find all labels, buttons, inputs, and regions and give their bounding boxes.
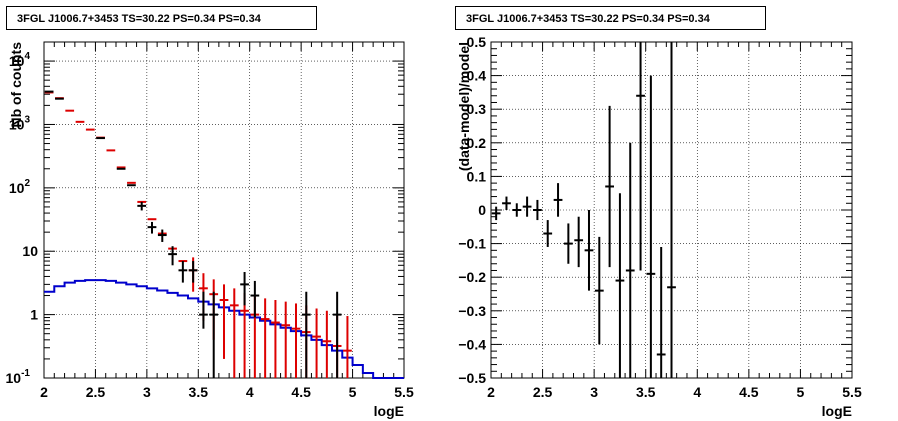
x-tick-label: 2 [40,384,48,400]
chart-title-counts: 3FGL J1006.7+3453 TS=30.22 PS=0.34 PS=0.… [6,6,317,30]
y-tick-label: 10 [22,243,38,259]
y-tick-label: 0.4 [467,68,487,84]
x-tick-label: 5 [797,384,805,400]
y-tick-label: −0.2 [458,269,486,285]
y-axis-title: (data-model)/model [456,42,472,171]
y-tick-label: 0.2 [467,135,487,151]
counts-histogram-chart: 2 2.5 3 3.5 4 4.5 5 5.5 10-1 1 10 102 103 104 logE Nb o… [6,41,414,419]
y-tick-label: 103 [9,114,31,132]
right-panel-residuals: 3FGL J1006.7+3453 TS=30.22 PS=0.34 PS=0.… [449,0,898,421]
left-panel-counts: 3FGL J1006.7+3453 TS=30.22 PS=0.34 PS=0.… [6,6,414,419]
y-tick-label: 0 [478,202,486,218]
x-tick-label: 3 [143,384,151,400]
y-tick-label: −0.5 [458,370,486,386]
x-tick-label: 2 [487,384,495,400]
x-tick-label: 4 [246,384,254,400]
y-tick-label: 0.3 [467,101,487,117]
x-tick-label: 3.5 [189,384,209,400]
plot-frame [43,41,405,379]
x-tick-label: 5 [349,384,357,400]
x-axis-title: logE [374,403,404,419]
x-tick-label: 4 [693,384,701,400]
x-tick-label: 5.5 [394,384,414,400]
y-tick-label: −0.1 [458,236,486,252]
x-tick-label: 5.5 [842,384,862,400]
y-tick-label: 104 [9,51,31,69]
y-tick-label: 1 [30,307,38,323]
x-tick-label: 2.5 [533,384,553,400]
x-tick-label: 4.5 [739,384,759,400]
y-tick-label: −0.4 [458,336,486,352]
y-tick-label: 0.5 [467,34,487,50]
chart-title-residuals: 3FGL J1006.7+3453 TS=30.22 PS=0.34 PS=0.… [455,6,766,30]
y-tick-label: 102 [9,178,31,196]
y-axis-title: Nb of counts [8,42,24,128]
x-tick-label: 2.5 [86,384,106,400]
x-tick-label: 4.5 [291,384,311,400]
x-tick-label: 3 [590,384,598,400]
y-tick-label: 0.1 [467,168,487,184]
x-tick-label: 3.5 [636,384,656,400]
y-tick-label: −0.3 [458,303,486,319]
source-model-histogram [44,279,404,379]
y-tick-label: 10-1 [6,368,31,386]
x-axis-title: logE [822,403,852,419]
residuals-chart: 2 2.5 3 3.5 4 4.5 5 5.5 0.5 0.4 0.3 0.2 0.1 0 −0.1 −0.2… [456,34,862,419]
